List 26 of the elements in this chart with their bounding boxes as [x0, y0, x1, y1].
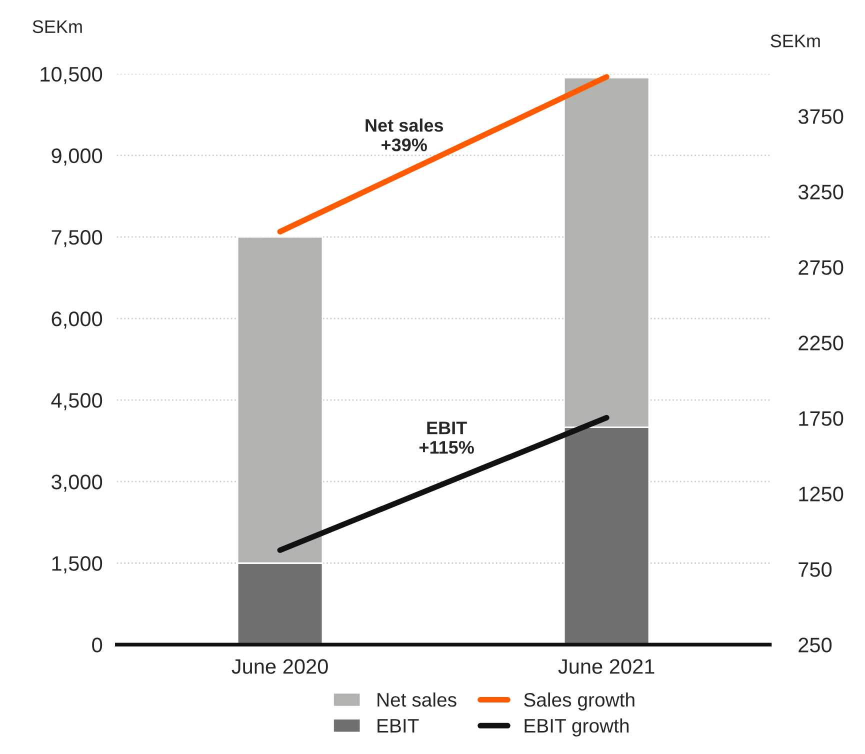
- y-tick-label: 1,500: [52, 556, 102, 574]
- y-tick-label: 7,500: [52, 230, 102, 248]
- y2-tick-label: 2250: [798, 336, 844, 350]
- y-tick-label: 10,500: [40, 66, 102, 84]
- y2-tick-label: 250: [798, 638, 832, 652]
- x-tick-label: June 2021: [558, 659, 654, 674]
- annotation: Net sales +39%: [366, 118, 444, 152]
- y-tick-label: 6,000: [52, 312, 102, 329]
- y2-tick-label: 3250: [798, 184, 844, 200]
- legend-label: Net sales: [378, 692, 456, 707]
- y2-axis-title: SEKm: [770, 34, 820, 48]
- y2-tick-label: 750: [798, 562, 832, 577]
- y-tick-label: 0: [92, 638, 102, 652]
- y2-tick-label: 1750: [799, 411, 844, 426]
- x-tick-label: June 2020: [232, 659, 328, 674]
- y-tick-label: 9,000: [52, 148, 102, 166]
- y-tick-label: 4,500: [51, 393, 102, 410]
- y2-tick-label: 3750: [798, 109, 844, 124]
- annotation: EBIT +115%: [419, 422, 474, 454]
- y-tick-label: 3,000: [52, 474, 102, 492]
- legend-label: EBIT: [378, 719, 419, 732]
- y2-tick-label: 1250: [799, 486, 844, 502]
- legend-label: Sales growth: [524, 692, 634, 711]
- y-axis-title: SEKm: [32, 20, 82, 34]
- legend-label: EBIT growth: [524, 718, 629, 736]
- y2-tick-label: 2750: [798, 260, 844, 275]
